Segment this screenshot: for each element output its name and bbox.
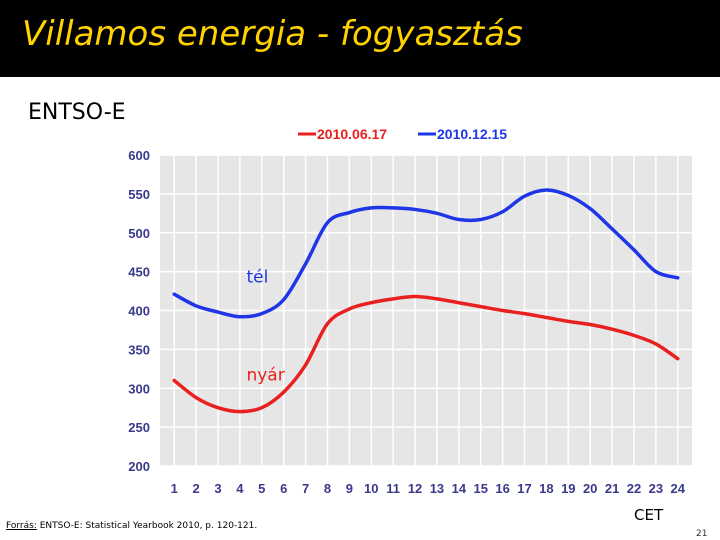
x-tick-label: 11 <box>386 481 400 496</box>
x-tick-label: 9 <box>346 481 353 496</box>
source-note: Forrás: ENTSO-E: Statistical Yearbook 20… <box>6 521 257 531</box>
x-tick-label: 4 <box>236 481 244 496</box>
x-tick-label: 2 <box>193 481 200 496</box>
x-tick-label: 3 <box>214 481 221 496</box>
slide-subtitle: ENTSO-E <box>28 100 126 125</box>
annotation-1: tél <box>246 268 268 288</box>
x-tick-label: 10 <box>364 481 378 496</box>
x-tick-label: 1 <box>171 481 178 496</box>
x-tick-label: 24 <box>671 481 686 496</box>
title-bar: Villamos energia - fogyasztás <box>0 0 720 77</box>
y-tick-label: 450 <box>128 265 150 280</box>
x-tick-label: 12 <box>408 481 422 496</box>
x-tick-label: 16 <box>495 481 509 496</box>
x-tick-label: 7 <box>302 481 309 496</box>
annotation-2: nyár <box>246 365 284 385</box>
x-tick-label: 8 <box>324 481 331 496</box>
y-tick-label: 400 <box>128 304 150 319</box>
x-tick-label: 19 <box>561 481 575 496</box>
y-tick-label: 300 <box>128 381 150 396</box>
slide-title: Villamos energia - fogyasztás <box>22 14 523 54</box>
series-line-2 <box>172 188 680 319</box>
time-unit-label: CET <box>634 506 664 524</box>
x-tick-label: 23 <box>649 481 663 496</box>
legend-label-1: 2010.06.17 <box>317 126 387 142</box>
y-tick-label: 500 <box>128 226 150 241</box>
y-tick-label: 350 <box>128 342 150 357</box>
x-tick-label: 15 <box>473 481 487 496</box>
source-text: ENTSO-E: Statistical Yearbook 2010, p. 1… <box>36 521 258 531</box>
y-tick-label: 250 <box>128 420 150 435</box>
source-label: Forrás: <box>6 521 37 531</box>
x-tick-label: 18 <box>539 481 553 496</box>
x-tick-label: 14 <box>452 481 467 496</box>
y-tick-label: 200 <box>128 459 150 474</box>
x-tick-label: 22 <box>627 481 641 496</box>
x-tick-label: 21 <box>605 481 619 496</box>
series-line-1 <box>172 294 680 414</box>
page-number: 21 <box>696 529 708 539</box>
x-tick-label: 17 <box>517 481 531 496</box>
y-tick-label: 600 <box>128 148 150 163</box>
x-tick-label: 5 <box>258 481 265 496</box>
y-tick-label: 550 <box>128 187 150 202</box>
legend-label-2: 2010.12.15 <box>437 126 507 142</box>
x-tick-label: 6 <box>280 481 287 496</box>
x-tick-label: 20 <box>583 481 597 496</box>
x-tick-label: 13 <box>430 481 444 496</box>
